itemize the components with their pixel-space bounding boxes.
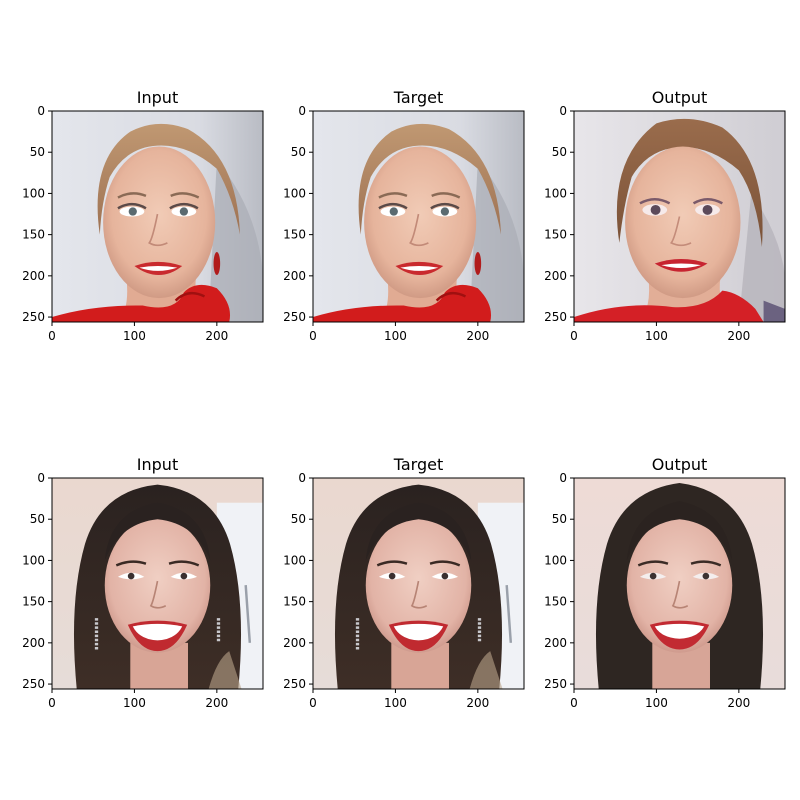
x-tick-label: 0	[570, 696, 578, 710]
x-tick-label: 200	[205, 329, 228, 343]
y-tick-label: 200	[283, 636, 306, 650]
y-tick-label: 100	[544, 553, 567, 567]
y-tick-label: 100	[22, 186, 45, 200]
x-tick-label: 0	[309, 329, 317, 343]
y-tick-label: 200	[22, 269, 45, 283]
y-tick-label: 250	[283, 677, 306, 691]
y-tick-label: 200	[544, 269, 567, 283]
face-image	[574, 111, 785, 322]
y-tick-label: 200	[22, 636, 45, 650]
face-image	[313, 111, 524, 322]
subplot-title: Input	[137, 455, 178, 474]
x-tick-label: 100	[645, 696, 668, 710]
y-tick-label: 250	[544, 310, 567, 324]
subplot-target-2: Target 0 100 200 0 50 100 150 200 250	[283, 455, 524, 710]
y-tick-label: 0	[298, 104, 306, 118]
y-tick-label: 0	[559, 471, 567, 485]
y-tick-label: 50	[552, 145, 567, 159]
subplot-title: Input	[137, 88, 178, 107]
x-tick-label: 0	[309, 696, 317, 710]
y-tick-label: 150	[22, 228, 45, 242]
y-tick-label: 100	[283, 186, 306, 200]
y-tick-label: 50	[291, 512, 306, 526]
subplot-title: Target	[393, 88, 444, 107]
subplot-target-1: Target 0 100 200 0 50 100 150 200 250	[283, 88, 524, 343]
x-tick-label: 100	[123, 696, 146, 710]
y-tick-label: 250	[22, 677, 45, 691]
subplot-title: Target	[393, 455, 444, 474]
y-tick-label: 50	[552, 512, 567, 526]
subplot-title: Output	[652, 88, 708, 107]
x-tick-label: 0	[48, 329, 56, 343]
subplot-output-2: Output 0 100 200 0 50 100 150 200 250	[544, 455, 785, 710]
x-tick-label: 0	[570, 329, 578, 343]
y-tick-label: 150	[544, 595, 567, 609]
y-tick-label: 250	[283, 310, 306, 324]
x-tick-label: 200	[727, 329, 750, 343]
y-tick-label: 100	[283, 553, 306, 567]
y-tick-label: 50	[291, 145, 306, 159]
y-tick-label: 0	[298, 471, 306, 485]
y-tick-label: 50	[30, 512, 45, 526]
x-tick-label: 200	[727, 696, 750, 710]
y-tick-label: 200	[283, 269, 306, 283]
y-tick-label: 200	[544, 636, 567, 650]
face-image	[52, 111, 263, 322]
face-image	[574, 478, 785, 689]
y-tick-label: 0	[559, 104, 567, 118]
face-image	[313, 478, 524, 689]
y-tick-label: 50	[30, 145, 45, 159]
x-tick-label: 100	[384, 696, 407, 710]
subplot-output-1: Output 0 100 200 0 50 100 150 200 250	[544, 88, 785, 343]
x-tick-label: 200	[466, 696, 489, 710]
y-tick-label: 150	[283, 595, 306, 609]
y-tick-label: 150	[283, 228, 306, 242]
x-tick-label: 100	[384, 329, 407, 343]
y-tick-label: 150	[22, 595, 45, 609]
y-tick-label: 150	[544, 228, 567, 242]
y-tick-label: 100	[544, 186, 567, 200]
y-tick-label: 250	[22, 310, 45, 324]
x-tick-label: 200	[205, 696, 228, 710]
y-tick-label: 0	[37, 104, 45, 118]
subplot-input-1: Input 0 100 200 0 50 100 150 200 250	[22, 88, 263, 343]
x-tick-label: 0	[48, 696, 56, 710]
x-tick-label: 100	[645, 329, 668, 343]
x-tick-label: 200	[466, 329, 489, 343]
y-tick-label: 100	[22, 553, 45, 567]
x-tick-label: 100	[123, 329, 146, 343]
face-image	[52, 478, 263, 689]
y-tick-label: 0	[37, 471, 45, 485]
y-tick-label: 250	[544, 677, 567, 691]
subplot-title: Output	[652, 455, 708, 474]
subplot-input-2: Input 0 100 200 0 50 100 150 200 250	[22, 455, 263, 710]
